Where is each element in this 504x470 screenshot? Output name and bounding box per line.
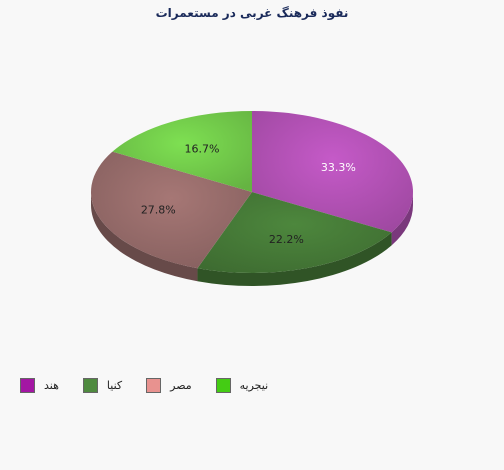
legend-item-2[interactable]: مصر (146, 378, 192, 393)
pie-slice-0 (252, 111, 413, 233)
legend-item-1[interactable]: کنیا (82, 378, 123, 393)
pie-data-label-3: 16.7% (185, 143, 220, 156)
legend-swatch (20, 378, 35, 393)
legend-label: نیجریه (239, 379, 269, 392)
pie-slice-side-2 (91, 192, 198, 282)
legend-label: مصر (170, 379, 192, 392)
pie-slice-side-1 (197, 232, 392, 286)
chart-title: نفوذ فرهنگ غربی در مستعمرات (155, 6, 349, 20)
legend-label: کنیا (106, 379, 123, 392)
pie-slice-3 (112, 111, 253, 192)
pie-slice-1 (197, 192, 392, 273)
pie-data-label-0: 33.3% (321, 161, 356, 174)
chart-legend: هند کنیا مصر نیجریه (20, 378, 292, 393)
legend-item-3[interactable]: نیجریه (215, 378, 269, 393)
legend-label: هند (44, 379, 59, 392)
legend-swatch (215, 378, 231, 393)
legend-swatch (146, 378, 162, 393)
pie-data-label-1: 22.2% (269, 233, 304, 246)
pie-slice-2 (91, 151, 253, 269)
legend-swatch (82, 378, 98, 393)
pie-data-label-2: 27.8% (141, 203, 176, 216)
pie-slice-side-0 (391, 192, 414, 246)
legend-item-0[interactable]: هند (20, 378, 59, 393)
